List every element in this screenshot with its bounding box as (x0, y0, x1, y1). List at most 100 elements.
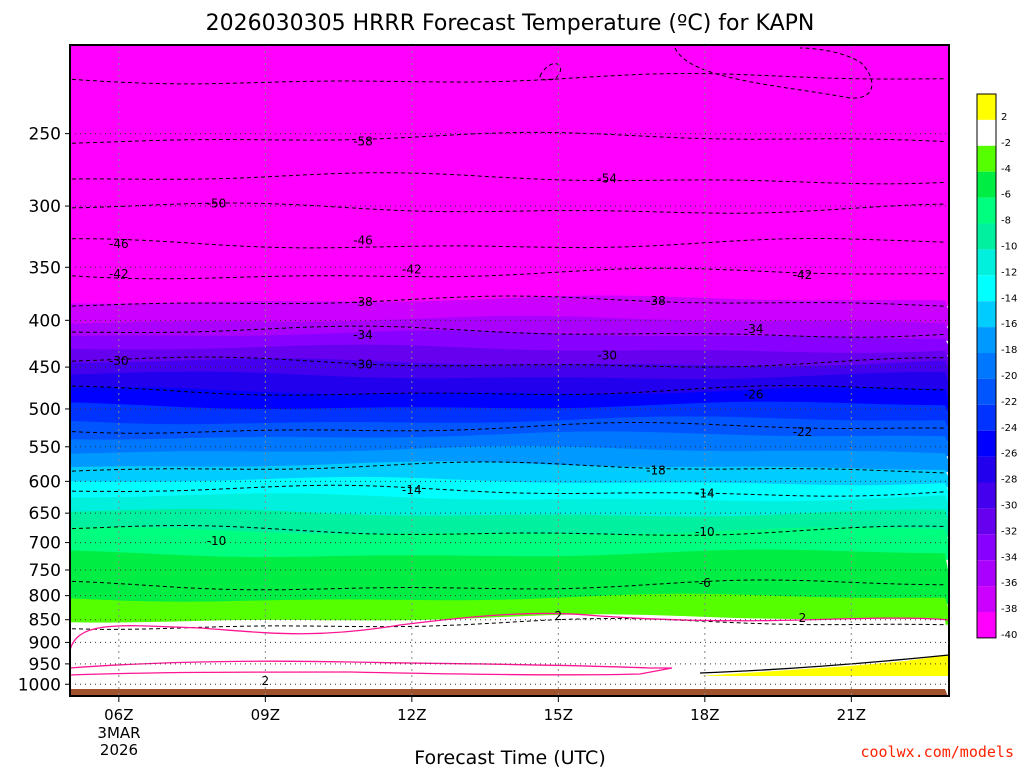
colorbar-label: -22 (1001, 397, 1017, 408)
colorbar-swatch (977, 249, 996, 276)
y-tick-label: 450 (29, 358, 61, 378)
temperature-band (70, 549, 949, 605)
x-tick-label: 06Z (104, 706, 133, 724)
colorbar-swatch (977, 612, 996, 638)
x-axis-label: Forecast Time (UTC) (414, 747, 605, 768)
colorbar-swatch (977, 223, 996, 250)
colorbar-swatch (977, 560, 996, 587)
colorbar-swatch (977, 171, 996, 198)
x-tick-label: 18Z (690, 706, 719, 724)
contour-label: -30 (109, 354, 129, 368)
colorbar-swatch (977, 353, 996, 379)
colorbar-label: -10 (1001, 242, 1017, 253)
contour-label: -22 (793, 425, 813, 439)
y-tick-label: 550 (29, 438, 61, 458)
y-tick-label: 850 (29, 611, 61, 631)
colorbar-label: -8 (1001, 216, 1011, 227)
y-tick-label: 350 (29, 258, 61, 278)
warm-layer-area (700, 655, 949, 676)
contour-label: -38 (353, 295, 373, 309)
colorbar-swatch (977, 482, 996, 509)
x-tick-label: 09Z (251, 706, 280, 724)
y-tick-label: 600 (29, 472, 61, 492)
colorbar-label: -34 (1001, 552, 1017, 563)
contour-label: 2 (555, 609, 563, 623)
contour-label: -10 (695, 525, 715, 539)
colorbar-label: -26 (1001, 449, 1017, 460)
y-tick-label: 500 (29, 400, 61, 420)
x-date-line-2: 2026 (100, 741, 138, 759)
contour-label: -58 (353, 134, 373, 148)
y-axis: 250 300 350 400 450 500 550 600 650 700 750 800 8509… (18, 125, 70, 695)
temperature-band (70, 45, 949, 306)
contour-label: -38 (646, 294, 666, 308)
colorbar-label: -36 (1001, 578, 1017, 589)
colorbar-label: -30 (1001, 501, 1017, 512)
colorbar-label: -2 (1001, 138, 1011, 149)
colorbar-label: -24 (1001, 423, 1017, 434)
temperature-band (70, 689, 948, 696)
y-tick-label: 650 (29, 504, 61, 524)
colorbar-label: -40 (1001, 630, 1017, 641)
x-tick-label: 21Z (837, 706, 866, 724)
colorbar-swatch (977, 275, 996, 302)
contour-label: -10 (207, 534, 227, 548)
contour-label: -46 (353, 233, 373, 247)
y-tick-label: 750 (29, 561, 61, 581)
colorbar-swatch (977, 301, 996, 328)
colorbar-swatch (977, 327, 996, 353)
contour-label: -14 (695, 487, 715, 501)
colorbar-swatch (977, 508, 996, 535)
y-tick-label: 900 (29, 633, 61, 653)
colorbar-label: -32 (1001, 526, 1017, 537)
colorbar-label: -28 (1001, 475, 1017, 486)
temperature-band (70, 593, 949, 625)
colorbar-label: -6 (1001, 190, 1011, 201)
colorbar-swatch (977, 145, 996, 172)
x-tick-label: 12Z (397, 706, 426, 724)
colorbar-swatch (977, 404, 996, 431)
colorbar-swatch (977, 197, 996, 224)
temperature-band (70, 371, 949, 398)
contour-label: -42 (793, 268, 813, 282)
colorbar-label: -12 (1001, 267, 1017, 278)
y-tick-label: 1000 (18, 675, 61, 695)
x-tick-label: 15Z (544, 706, 573, 724)
colorbar-swatch (977, 119, 996, 146)
temperature-band (70, 315, 949, 341)
colorbar-swatch (977, 586, 996, 612)
colorbar-swatch (977, 456, 996, 483)
x-axis: 06Z 09Z 12Z 15Z 18Z 21Z (104, 696, 866, 724)
contour-label: -42 (109, 267, 129, 281)
contour-labels: -58 -54 -50 -46 -46 -42 -42 -42 -38 -38 -34 -34 -30 -… (109, 134, 812, 688)
colorbar-label: -20 (1001, 371, 1017, 382)
contour-label: -34 (353, 328, 373, 342)
y-tick-label: 300 (29, 197, 61, 217)
temperature-bands (70, 45, 949, 696)
contour-label: -46 (109, 237, 129, 251)
colorbar-swatch (977, 430, 996, 457)
colorbar-label: -18 (1001, 345, 1017, 356)
isotherm-contours (70, 47, 949, 676)
contour-label: 2 (799, 611, 807, 625)
y-tick-label: 250 (29, 125, 61, 145)
colorbar-swatch (977, 534, 996, 561)
y-tick-label: 400 (29, 311, 61, 331)
temperature-band (70, 431, 949, 457)
colorbar-label: -4 (1001, 164, 1011, 175)
colorbar-swatch (977, 378, 996, 405)
contour-label: -14 (402, 483, 422, 497)
colorbar-label: -16 (1001, 319, 1017, 330)
contour-label: -30 (353, 357, 373, 371)
credit-link[interactable]: coolwx.com/models (860, 743, 1014, 761)
freezing-line (70, 660, 673, 676)
colorbar-frame (976, 93, 997, 639)
contour-label: -6 (699, 576, 711, 590)
y-tick-label: 700 (29, 534, 61, 554)
grid-lines (70, 45, 949, 696)
contour-label: -54 (597, 172, 617, 186)
x-date-line-1: 3MAR (97, 724, 140, 742)
colorbar-legend: 2 -2 -4 -6 -8 -10 -12 -14 -16 -18 -20 -22 -24 -26 -28 -… (976, 93, 1017, 641)
y-tick-label: 800 (29, 587, 61, 607)
